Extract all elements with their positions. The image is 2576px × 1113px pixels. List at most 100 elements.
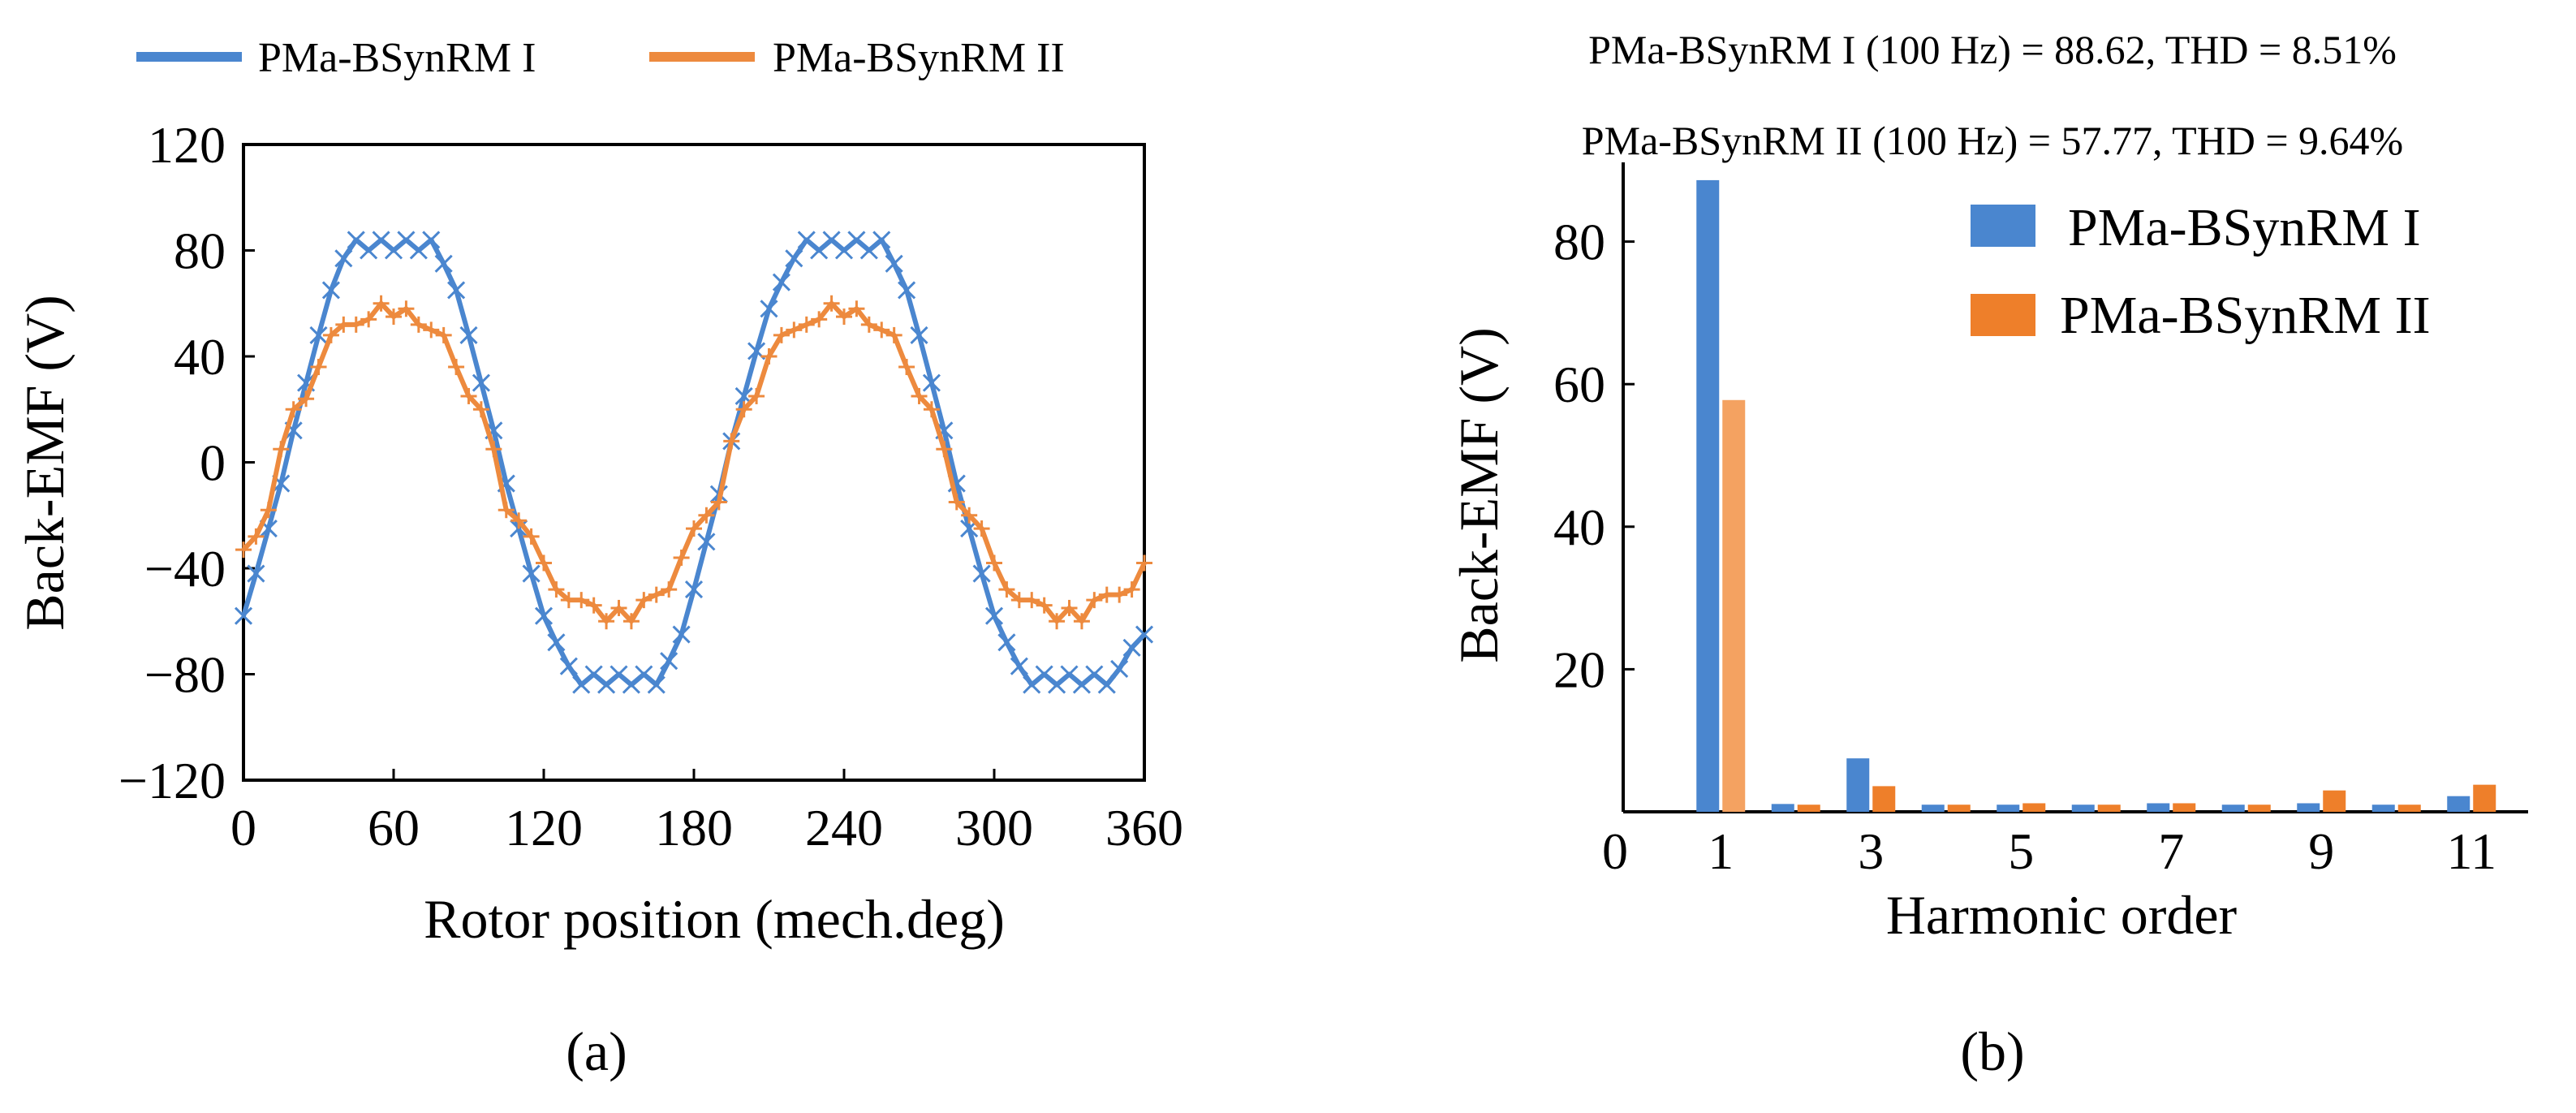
- y-tick-label: −80: [144, 646, 226, 704]
- bar-series-2-h8: [2247, 805, 2271, 812]
- bar-series-1-h7: [2147, 803, 2170, 812]
- x-tick-label: 3: [1858, 822, 1884, 880]
- data-point-series-2: [911, 387, 928, 404]
- bar-series-1-h11: [2447, 796, 2470, 812]
- data-point-series-2: [248, 528, 265, 545]
- data-point-series-1: [334, 249, 353, 268]
- data-point-series-1: [572, 675, 591, 694]
- panel-b-xlabel: Harmonic order: [1886, 884, 2238, 946]
- panel-b-legend: PMa-BSynRM I PMa-BSynRM II: [1971, 198, 2431, 345]
- data-point-series-1: [447, 281, 466, 300]
- data-point-series-2: [435, 326, 452, 343]
- data-point-series-2: [322, 326, 339, 343]
- bar-series-1-h1: [1696, 179, 1720, 813]
- data-point-series-1: [522, 564, 541, 583]
- data-point-series-2: [686, 520, 702, 537]
- data-point-series-2: [760, 348, 778, 365]
- data-point-series-2: [585, 597, 602, 614]
- bar-series-1-h5: [1997, 805, 2020, 812]
- x-tick-label: 60: [368, 799, 420, 856]
- data-point-series-1: [247, 564, 265, 583]
- panel-a-line-chart: PMa-BSynRM I PMa-BSynRM II 0 60 120 180 240 3…: [14, 35, 1183, 1082]
- data-point-series-2: [1111, 586, 1128, 603]
- data-point-series-1: [1085, 665, 1104, 684]
- data-point-series-1: [847, 231, 866, 249]
- data-point-series-1: [321, 281, 340, 300]
- bar-series-1-h4: [1921, 805, 1945, 812]
- data-point-series-2: [860, 316, 877, 333]
- data-point-series-2: [460, 387, 477, 404]
- data-point-series-2: [410, 316, 427, 333]
- data-point-series-1: [760, 300, 778, 318]
- data-point-series-1: [347, 231, 365, 249]
- data-point-series-2: [1136, 554, 1152, 572]
- data-point-series-2: [260, 502, 277, 519]
- data-point-series-1: [898, 281, 916, 300]
- data-point-series-2: [735, 401, 752, 418]
- data-point-series-2: [386, 308, 402, 326]
- data-point-series-2: [398, 300, 415, 317]
- panel-a-series: [234, 231, 1154, 694]
- data-point-series-2: [973, 520, 990, 537]
- y-tick-label: 60: [1553, 356, 1605, 413]
- data-point-series-2: [786, 321, 803, 339]
- data-point-series-1: [397, 231, 416, 249]
- data-point-series-1: [1023, 675, 1041, 694]
- data-point-series-2: [448, 359, 465, 376]
- bar-series-2-h10: [2397, 805, 2421, 812]
- data-point-series-1: [534, 606, 554, 625]
- data-point-series-1: [822, 231, 841, 249]
- x-tick-label: 120: [505, 799, 583, 856]
- data-point-series-2: [823, 295, 840, 312]
- bar-series-2-h11: [2473, 784, 2496, 812]
- data-point-series-2: [961, 507, 978, 524]
- data-point-series-2: [1123, 581, 1140, 598]
- data-point-series-1: [660, 652, 678, 671]
- y-tick-label: −120: [118, 752, 226, 809]
- y-tick-label: 40: [174, 328, 226, 386]
- data-point-series-1: [1060, 665, 1079, 684]
- data-point-series-2: [635, 592, 653, 609]
- data-point-series-2: [848, 300, 865, 317]
- data-point-series-1: [672, 625, 691, 644]
- data-point-series-2: [1073, 613, 1090, 630]
- panel-b-ylabel: Back-EMF (V): [1448, 327, 1510, 663]
- bar-series-1-h2: [1771, 804, 1794, 812]
- bar-series-2-h1: [1722, 399, 1746, 812]
- panel-b-bars: [1696, 179, 2496, 813]
- data-point-series-2: [347, 316, 364, 333]
- data-point-series-1: [597, 675, 616, 694]
- data-point-series-1: [1010, 657, 1028, 675]
- data-point-series-1: [384, 241, 403, 260]
- data-point-series-1: [559, 657, 578, 675]
- data-point-series-2: [510, 512, 528, 529]
- data-point-series-1: [422, 231, 441, 249]
- data-point-series-2: [948, 494, 965, 511]
- data-point-series-2: [360, 311, 377, 328]
- series-line-2: [241, 300, 1147, 624]
- data-point-series-2: [472, 401, 489, 418]
- data-point-series-1: [372, 231, 390, 249]
- data-point-series-2: [710, 494, 727, 511]
- data-point-series-2: [998, 581, 1015, 598]
- y-tick-label: 20: [1553, 641, 1605, 698]
- data-point-series-1: [360, 241, 378, 260]
- panel-a-xlabel: Rotor position (mech.deg): [424, 888, 1005, 950]
- data-point-series-2: [661, 581, 678, 598]
- bar-series-1-h6: [2071, 805, 2095, 812]
- data-point-series-2: [698, 507, 715, 524]
- x-tick-label: 5: [2008, 822, 2034, 880]
- x-tick-label: 11: [2446, 822, 2496, 880]
- legend-b-label-series-1: PMa-BSynRM I: [2068, 198, 2421, 257]
- data-point-series-1: [684, 580, 704, 599]
- data-point-series-2: [1061, 599, 1078, 616]
- data-point-series-2: [373, 295, 390, 312]
- data-point-series-1: [885, 254, 903, 273]
- data-point-series-2: [485, 441, 502, 458]
- data-point-series-2: [986, 554, 1002, 572]
- data-point-series-2: [298, 390, 315, 408]
- data-point-series-2: [423, 321, 440, 339]
- data-point-series-1: [972, 564, 991, 583]
- bar-series-2-h7: [2173, 803, 2196, 812]
